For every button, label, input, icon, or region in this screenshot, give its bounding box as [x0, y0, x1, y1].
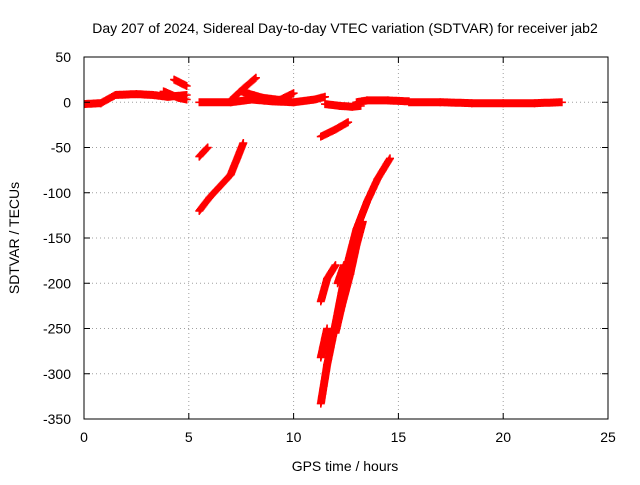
grid-layer [84, 57, 608, 419]
data-track [352, 96, 413, 107]
data-point [363, 175, 382, 206]
data-point [373, 154, 394, 184]
x-tick-label: 15 [391, 429, 407, 445]
data-track [316, 118, 353, 141]
data-point [310, 92, 329, 104]
y-tick-label: 0 [63, 94, 71, 110]
data-point [333, 261, 348, 288]
y-tick-label: -300 [43, 366, 71, 382]
x-tick-label: 5 [185, 429, 193, 445]
y-tick-label: -150 [43, 230, 71, 246]
data-point [174, 93, 191, 104]
data-point [170, 75, 191, 90]
x-tick-label: 10 [286, 429, 302, 445]
data-point [226, 139, 248, 179]
data-track [159, 87, 191, 104]
data-point [274, 89, 298, 105]
data-point [316, 324, 332, 362]
x-axis-label: GPS time / hours [292, 458, 399, 474]
data-point [352, 217, 367, 250]
y-tick-label: 50 [55, 49, 71, 65]
data-track [404, 98, 566, 108]
x-tick-label: 0 [80, 429, 88, 445]
tick-layer: 0 5 10 15 20 25 50 0 -50 -100 -150 -200 -250 -300 -350 [43, 49, 616, 445]
data-point [331, 118, 353, 134]
data-layer [84, 73, 566, 408]
y-tick-label: -50 [51, 140, 71, 156]
y-axis-label: SDTVAR / TECUs [6, 182, 22, 294]
y-tick-label: -350 [43, 411, 71, 427]
data-track [331, 217, 367, 337]
data-track [274, 89, 298, 105]
y-tick-label: -100 [43, 185, 71, 201]
x-tick-label: 20 [495, 429, 511, 445]
data-point [205, 170, 235, 202]
data-track [333, 261, 348, 288]
data-track [195, 143, 212, 161]
x-tick-label: 25 [600, 429, 616, 445]
data-track [195, 139, 248, 215]
data-point [383, 96, 413, 106]
y-tick-label: -200 [43, 275, 71, 291]
y-tick-label: -250 [43, 321, 71, 337]
data-track [316, 324, 332, 362]
data-track [316, 261, 340, 306]
data-point [195, 143, 212, 161]
chart-title: Day 207 of 2024, Sidereal Day-to-day VTE… [92, 20, 598, 36]
data-track [170, 75, 191, 90]
data-point [323, 261, 340, 283]
data-point [530, 98, 566, 108]
